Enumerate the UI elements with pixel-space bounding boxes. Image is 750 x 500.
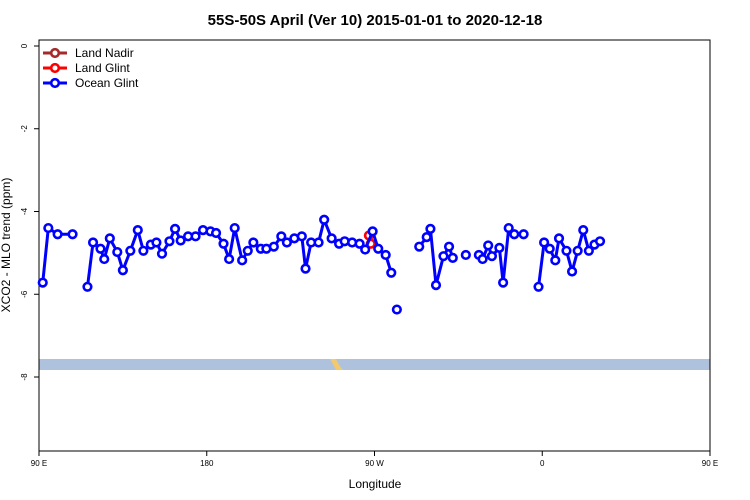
data-point xyxy=(494,242,505,254)
data-point xyxy=(550,255,561,266)
data-point xyxy=(460,249,471,261)
data-point xyxy=(138,245,149,256)
data-point xyxy=(354,238,365,249)
data-point xyxy=(224,253,235,265)
data-point xyxy=(156,248,168,259)
data-point xyxy=(268,241,279,252)
data-point xyxy=(438,251,449,262)
data-point xyxy=(443,241,455,252)
data-point xyxy=(414,241,425,252)
data-point xyxy=(391,304,402,315)
legend-marker xyxy=(49,47,61,59)
data-point xyxy=(164,236,175,247)
series-line xyxy=(41,226,73,283)
data-point xyxy=(539,237,550,248)
data-point xyxy=(483,240,494,251)
legend-marker xyxy=(49,62,61,74)
data-point xyxy=(486,251,498,262)
data-point xyxy=(169,223,181,234)
data-point xyxy=(52,229,63,240)
data-point xyxy=(326,233,337,244)
data-point xyxy=(518,229,529,240)
data-point xyxy=(132,225,143,236)
legend-marker xyxy=(49,77,61,89)
data-point xyxy=(572,245,583,256)
y-axis: 0 -2 -4 -6 -8 xyxy=(20,43,39,381)
data-point xyxy=(477,253,488,265)
data-point xyxy=(313,237,324,248)
data-point xyxy=(210,227,222,239)
series-line xyxy=(537,228,601,287)
data-point xyxy=(360,244,371,255)
data-point xyxy=(300,263,311,274)
data-point xyxy=(430,280,442,291)
legend-label: Land Glint xyxy=(75,61,130,75)
y-tick-label: 0 xyxy=(20,43,29,48)
x-tick-label: 0 xyxy=(540,459,545,468)
chart-title: 55S-50S April (Ver 10) 2015-01-01 to 202… xyxy=(208,12,543,29)
x-tick-label: 90 E xyxy=(31,459,47,468)
data-point xyxy=(425,223,436,234)
x-axis: 90 E 180 90 W 0 90 E xyxy=(31,451,718,468)
data-point xyxy=(561,245,572,256)
data-point xyxy=(190,231,201,242)
data-point xyxy=(509,229,520,240)
data-point xyxy=(386,267,397,278)
data-point xyxy=(104,233,115,244)
x-tick-label: 90 E xyxy=(702,459,718,468)
data-point xyxy=(229,222,240,234)
data-point xyxy=(503,222,514,234)
data-point xyxy=(82,281,93,292)
data-point xyxy=(533,281,544,292)
data-point xyxy=(151,237,162,248)
data-point xyxy=(566,266,578,277)
data-point xyxy=(553,233,565,244)
x-axis-label: Longitude xyxy=(349,477,402,491)
data-point xyxy=(218,238,229,249)
data-point xyxy=(367,226,378,237)
land-mass xyxy=(330,359,343,370)
data-point xyxy=(380,249,391,261)
data-point xyxy=(125,245,136,256)
data-point xyxy=(578,225,589,236)
data-point xyxy=(87,237,99,248)
x-tick-label: 180 xyxy=(200,459,214,468)
data-point xyxy=(583,245,594,256)
data-point xyxy=(99,253,110,265)
data-point xyxy=(296,231,307,242)
legend-label: Land Nadir xyxy=(75,46,134,60)
series-layer xyxy=(37,214,606,315)
data-point xyxy=(67,229,78,240)
data-point xyxy=(544,243,555,254)
data-point xyxy=(276,231,287,242)
y-tick-label: -4 xyxy=(20,207,29,215)
data-point xyxy=(319,214,330,225)
map-strip xyxy=(39,359,710,370)
data-point xyxy=(594,236,606,247)
data-point xyxy=(117,265,128,276)
data-point xyxy=(95,243,106,254)
y-tick-label: -6 xyxy=(20,290,29,298)
y-tick-label: -8 xyxy=(20,373,29,381)
data-point xyxy=(248,237,259,248)
data-point xyxy=(373,243,384,254)
series-2 xyxy=(37,214,606,315)
data-point xyxy=(447,252,458,263)
data-point xyxy=(242,245,253,256)
data-point xyxy=(498,277,509,288)
y-tick-label: -2 xyxy=(20,125,29,133)
y-axis-label: XCO2 - MLO trend (ppm) xyxy=(0,178,13,313)
data-point xyxy=(175,235,186,246)
data-point xyxy=(43,222,54,234)
data-point xyxy=(237,255,248,266)
data-point xyxy=(37,277,48,288)
legend-label: Ocean Glint xyxy=(75,76,139,90)
x-tick-label: 90 W xyxy=(365,459,384,468)
data-point xyxy=(112,246,123,258)
data-point xyxy=(281,237,292,248)
data-point xyxy=(421,232,432,243)
